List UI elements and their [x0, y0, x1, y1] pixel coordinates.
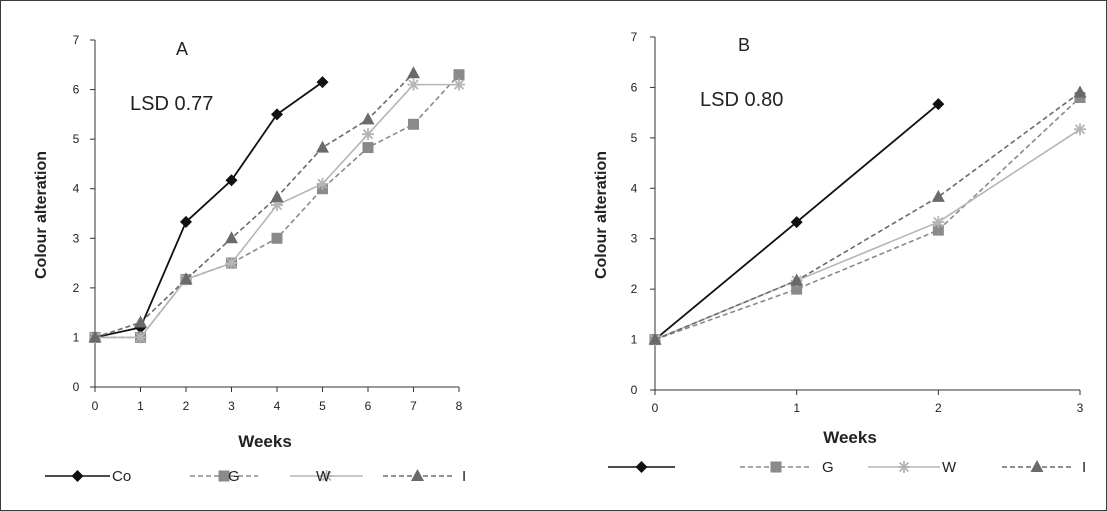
y-tick-label: 0 [73, 380, 80, 394]
y-tick-label: 2 [631, 282, 638, 296]
y-tick-label: 2 [73, 281, 80, 295]
data-point-I [361, 112, 375, 125]
legend-marker [635, 461, 648, 473]
x-tick-label: 3 [228, 399, 235, 413]
data-point-W [407, 78, 420, 91]
legend-label: G [822, 459, 834, 476]
legend-marker [898, 461, 910, 473]
data-point-I [1073, 85, 1087, 98]
data-point-W [932, 216, 945, 229]
data-point-G [362, 142, 374, 154]
panel-label: A [176, 39, 188, 59]
panel-a: 0 1 2 3 4 5 6 7 0 1 2 3 4 5 6 7 8 A LSD 0.77 Weeks Colour al… [33, 33, 466, 485]
data-point-G [791, 283, 803, 295]
data-point-G [271, 232, 283, 244]
series-line-G [654, 96, 1081, 341]
x-tick-label: 4 [274, 399, 281, 413]
data-point-Co [180, 215, 192, 228]
y-axis-title: Colour alteration [33, 151, 50, 279]
legend-label: I [462, 468, 466, 485]
data-point-I [88, 330, 102, 343]
y-tick-label: 4 [73, 182, 80, 196]
data-point-W [453, 78, 465, 91]
x-tick-label: 6 [365, 399, 372, 413]
data-point-W [362, 128, 374, 141]
data-point-I [134, 315, 147, 328]
data-point-I [790, 273, 804, 286]
data-point-I [648, 332, 662, 345]
data-point-I [270, 190, 284, 203]
data-point-I [225, 231, 238, 244]
panel-b: 0 1 2 3 4 5 6 7 0 1 2 3 B LSD 0.80 Weeks Colour alterat… [593, 30, 1087, 476]
data-point-Co [271, 108, 283, 121]
data-point-Co [316, 76, 329, 89]
legend-label: I [1082, 459, 1086, 476]
y-tick-label: 7 [631, 30, 638, 44]
x-tick-label: 0 [652, 401, 659, 415]
data-point-G [932, 224, 944, 236]
x-tick-label: 1 [137, 399, 144, 413]
lsd-annotation: LSD 0.80 [700, 89, 783, 111]
y-tick-label: 5 [631, 131, 638, 145]
legend-label: G [228, 468, 240, 485]
x-tick-label: 8 [456, 399, 463, 413]
data-point-G [408, 118, 419, 130]
legend-label: W [942, 459, 957, 476]
data-point-Co [225, 174, 238, 187]
y-tick-label: 1 [73, 330, 80, 344]
lsd-annotation: LSD 0.77 [130, 93, 213, 115]
legend-label: W [316, 468, 331, 485]
series-line-I [654, 91, 1081, 341]
x-axis-title: Weeks [238, 432, 292, 451]
y-tick-label: 4 [631, 181, 638, 195]
series-line-W [654, 128, 1081, 341]
data-point-co [932, 98, 945, 111]
y-tick-label: 1 [631, 333, 638, 347]
legend-marker [411, 469, 424, 481]
data-point-G [453, 69, 465, 81]
data-point-G [1074, 92, 1086, 104]
data-point-W [1074, 123, 1086, 136]
legend-marker [1030, 460, 1044, 472]
legend-marker [218, 470, 230, 482]
x-tick-label: 5 [319, 399, 326, 413]
data-point-W [225, 257, 238, 270]
legend-label: Co [112, 468, 131, 485]
y-tick-label: 3 [73, 231, 80, 245]
legend-marker [770, 461, 782, 473]
legend-marker [320, 470, 333, 482]
data-point-W [271, 199, 283, 212]
y-tick-label: 0 [631, 383, 638, 397]
y-tick-label: 6 [631, 80, 638, 94]
x-tick-label: 2 [935, 401, 942, 415]
y-tick-label: 7 [73, 33, 80, 47]
data-point-W [316, 177, 329, 190]
x-tick-label: 7 [410, 399, 417, 413]
legend-marker [71, 470, 84, 482]
y-tick-label: 6 [73, 83, 80, 97]
x-tick-label: 2 [183, 399, 190, 413]
series-line-Co [94, 81, 324, 339]
data-point-W [134, 331, 147, 344]
data-point-I [179, 272, 193, 285]
x-tick-label: 3 [1077, 401, 1084, 415]
x-axis-title: Weeks [823, 428, 877, 447]
y-axis-title: Colour alteration [593, 151, 610, 279]
y-tick-label: 3 [631, 232, 638, 246]
data-point-I [931, 189, 945, 202]
x-tick-label: 0 [92, 399, 99, 413]
panel-label: B [738, 35, 750, 55]
data-point-I [407, 66, 420, 79]
series-line-I [94, 72, 415, 339]
data-point-I [316, 140, 329, 153]
y-tick-label: 5 [73, 132, 80, 146]
data-point-co [790, 216, 803, 229]
x-tick-label: 1 [793, 401, 800, 415]
